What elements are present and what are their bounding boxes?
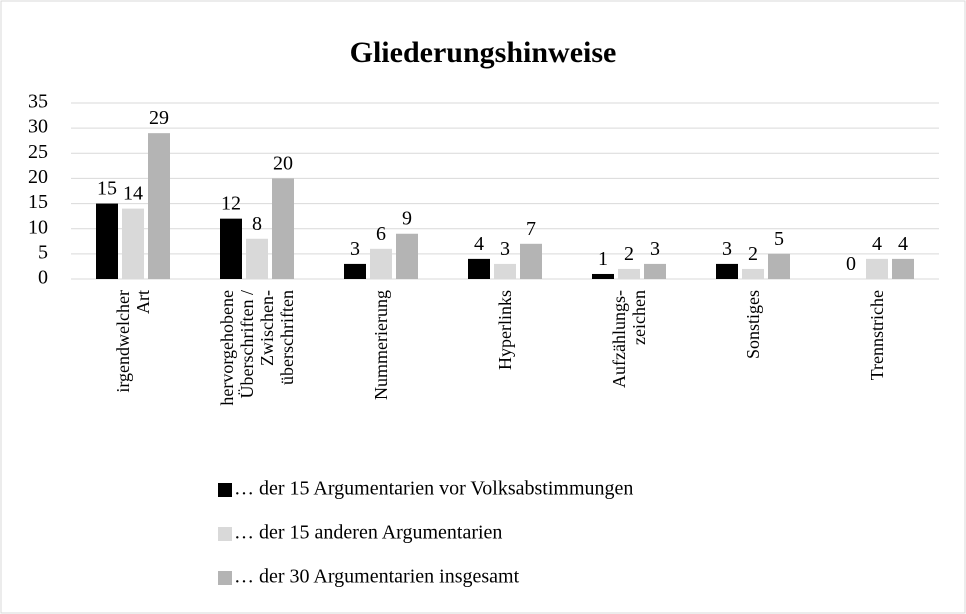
x-tick-label: Aufzählungs-zeichen bbox=[609, 290, 649, 388]
bar bbox=[370, 248, 392, 279]
bar bbox=[644, 263, 666, 279]
x-tick-label: Sonstiges bbox=[743, 290, 763, 359]
data-label: 12 bbox=[221, 193, 241, 215]
data-label: 4 bbox=[474, 233, 484, 255]
data-label: 9 bbox=[402, 208, 412, 230]
data-label: 2 bbox=[748, 243, 758, 265]
y-tick-label: 5 bbox=[38, 241, 48, 263]
legend-swatch bbox=[218, 483, 232, 497]
bar bbox=[220, 218, 242, 279]
bar bbox=[592, 273, 614, 279]
y-tick-label: 35 bbox=[28, 91, 48, 113]
bar bbox=[246, 238, 268, 279]
y-tick-label: 20 bbox=[28, 166, 48, 188]
data-label: 4 bbox=[872, 233, 882, 255]
bar bbox=[618, 268, 640, 279]
bar bbox=[96, 203, 118, 279]
data-label: 7 bbox=[526, 218, 536, 240]
bar bbox=[122, 208, 144, 279]
data-label: 3 bbox=[500, 238, 510, 260]
legend-swatch bbox=[218, 571, 232, 585]
chart-title: Gliederungshinweise bbox=[350, 36, 617, 69]
x-tick-label: Trennstriche bbox=[867, 290, 887, 380]
x-tick-label: irgendwelcherArt bbox=[113, 290, 153, 393]
bar bbox=[494, 263, 516, 279]
data-label: 6 bbox=[376, 223, 386, 245]
bar bbox=[716, 263, 738, 279]
bar bbox=[892, 258, 914, 279]
data-label: 15 bbox=[97, 178, 117, 200]
bar bbox=[344, 263, 366, 279]
y-tick-label: 25 bbox=[28, 141, 48, 163]
legend-label: … der 30 Argumentarien insgesamt bbox=[234, 566, 520, 588]
legend-label: … der 15 Argumentarien vor Volksabstimmu… bbox=[234, 478, 633, 500]
legend-swatch bbox=[218, 527, 232, 541]
bar bbox=[272, 178, 294, 279]
data-label: 3 bbox=[650, 238, 660, 260]
data-label: 3 bbox=[722, 238, 732, 260]
y-tick-label: 30 bbox=[28, 116, 48, 138]
data-label: 5 bbox=[774, 228, 784, 250]
data-label: 2 bbox=[624, 243, 634, 265]
data-label: 0 bbox=[846, 253, 856, 275]
bar bbox=[148, 133, 170, 279]
data-label: 1 bbox=[598, 248, 608, 270]
data-label: 3 bbox=[350, 238, 360, 260]
x-tick-label: Hyperlinks bbox=[495, 290, 515, 370]
bar bbox=[520, 243, 542, 279]
x-tick-label: Nummerierung bbox=[371, 290, 391, 400]
y-tick-label: 10 bbox=[28, 216, 48, 238]
bar bbox=[468, 258, 490, 279]
bar bbox=[866, 258, 888, 279]
data-label: 14 bbox=[123, 183, 143, 205]
y-tick-label: 0 bbox=[38, 267, 48, 289]
data-label: 4 bbox=[898, 233, 908, 255]
bar bbox=[396, 233, 418, 279]
bar bbox=[768, 253, 790, 279]
data-label: 20 bbox=[273, 152, 293, 174]
y-tick-label: 15 bbox=[28, 191, 48, 213]
bar bbox=[742, 268, 764, 279]
legend-label: … der 15 anderen Argumentarien bbox=[234, 522, 502, 544]
x-tick-label: hervorgehobeneÜberschriften /Zwischen-üb… bbox=[217, 290, 297, 406]
data-label: 8 bbox=[252, 213, 262, 235]
data-label: 29 bbox=[149, 107, 169, 129]
